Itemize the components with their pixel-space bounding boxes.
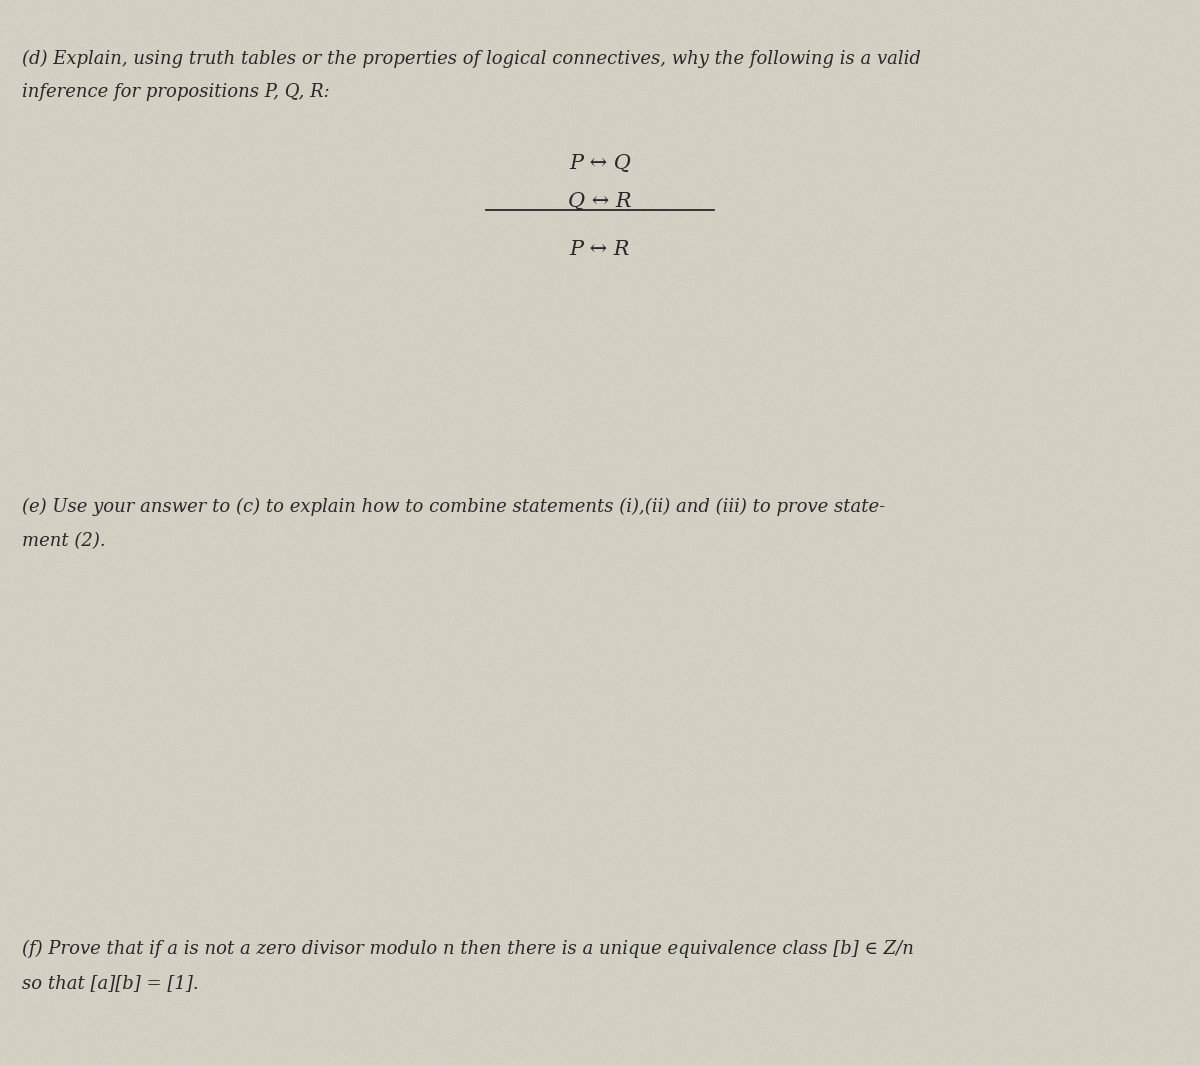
Text: (f) Prove that if a is not a zero divisor modulo n then there is a unique equiva: (f) Prove that if a is not a zero diviso…	[22, 939, 913, 957]
Text: (d) Explain, using truth tables or the properties of logical connectives, why th: (d) Explain, using truth tables or the p…	[22, 50, 920, 68]
Text: so that [a][b] = [1].: so that [a][b] = [1].	[22, 974, 198, 993]
Text: inference for propositions P, Q, R:: inference for propositions P, Q, R:	[22, 83, 329, 101]
Text: P ↔ R: P ↔ R	[570, 240, 630, 259]
Text: Q ↔ R: Q ↔ R	[568, 192, 632, 211]
Text: P ↔ Q: P ↔ Q	[569, 154, 631, 174]
Text: (e) Use your answer to (c) to explain how to combine statements (i),(ii) and (ii: (e) Use your answer to (c) to explain ho…	[22, 497, 884, 515]
Text: ment (2).: ment (2).	[22, 532, 106, 551]
